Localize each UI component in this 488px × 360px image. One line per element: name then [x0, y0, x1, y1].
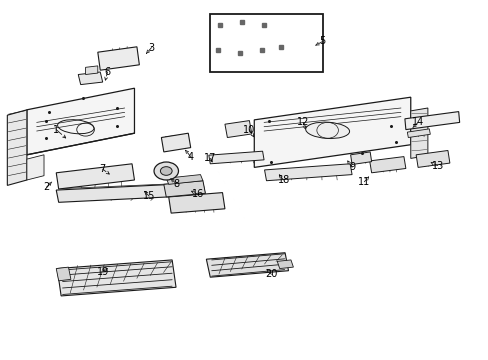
Polygon shape	[254, 97, 410, 167]
Polygon shape	[56, 183, 205, 202]
Polygon shape	[168, 193, 224, 213]
Text: 12: 12	[296, 117, 309, 127]
Polygon shape	[264, 164, 351, 181]
Ellipse shape	[305, 122, 349, 139]
FancyBboxPatch shape	[210, 14, 322, 72]
Text: 18: 18	[277, 175, 289, 185]
Text: 11: 11	[357, 177, 370, 187]
Circle shape	[154, 162, 178, 180]
Text: 17: 17	[203, 153, 216, 163]
Polygon shape	[56, 164, 134, 189]
Text: 8: 8	[173, 179, 179, 189]
Polygon shape	[206, 253, 288, 277]
Polygon shape	[27, 88, 134, 155]
Text: 19: 19	[96, 267, 109, 277]
Polygon shape	[410, 108, 427, 158]
Text: 5: 5	[319, 36, 325, 46]
Polygon shape	[277, 260, 293, 269]
Text: 9: 9	[348, 162, 354, 172]
Circle shape	[160, 167, 172, 175]
Polygon shape	[350, 152, 371, 165]
Text: 1: 1	[53, 125, 59, 135]
Text: 4: 4	[187, 152, 193, 162]
Polygon shape	[415, 150, 449, 167]
Polygon shape	[407, 129, 429, 138]
Text: 13: 13	[430, 161, 443, 171]
Polygon shape	[161, 133, 190, 152]
Polygon shape	[85, 66, 98, 75]
Text: 3: 3	[148, 42, 154, 53]
Polygon shape	[163, 181, 205, 197]
Polygon shape	[404, 112, 459, 130]
Text: 10: 10	[243, 125, 255, 135]
Text: 20: 20	[264, 269, 277, 279]
Text: 15: 15	[142, 191, 155, 201]
Polygon shape	[208, 151, 264, 164]
Polygon shape	[78, 72, 102, 85]
Text: 14: 14	[411, 117, 424, 127]
Text: 2: 2	[43, 182, 49, 192]
Polygon shape	[7, 110, 27, 185]
Polygon shape	[27, 155, 44, 180]
Polygon shape	[166, 175, 203, 184]
Polygon shape	[56, 267, 71, 281]
Polygon shape	[224, 121, 251, 138]
Polygon shape	[57, 260, 176, 296]
Polygon shape	[369, 157, 405, 173]
Polygon shape	[98, 47, 139, 70]
Text: 6: 6	[104, 67, 110, 77]
Text: 7: 7	[100, 164, 105, 174]
Text: 16: 16	[191, 189, 204, 199]
